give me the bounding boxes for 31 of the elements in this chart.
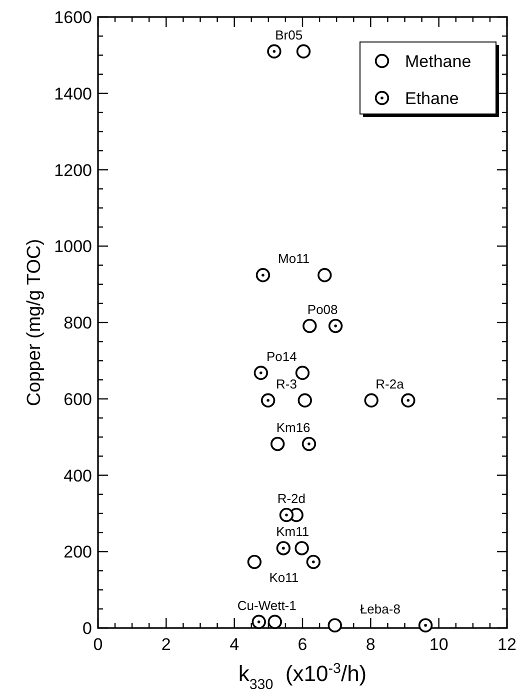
annotation: Po08: [307, 302, 338, 317]
y-tick-label: 0: [82, 619, 92, 638]
annotation: R-2d: [277, 490, 306, 506]
annotation: R-2a: [376, 376, 405, 392]
y-tick-label: 1200: [54, 160, 92, 180]
y-tick-label: 1600: [54, 8, 92, 27]
x-tick-label: 2: [161, 635, 171, 654]
x-tick-label: 12: [498, 635, 516, 654]
x-tick-label: 10: [429, 635, 448, 654]
x-tick-label: 6: [298, 635, 308, 654]
annotation: Km11: [276, 524, 310, 540]
annotation: Km16: [276, 420, 310, 435]
x-tick-label: 8: [366, 635, 376, 654]
annotation: R-3: [276, 376, 297, 392]
legend-label: Ethane: [405, 89, 459, 108]
y-tick-label: 1000: [54, 237, 92, 256]
x-tick-label: 4: [230, 635, 240, 654]
y-axis-title: Copper (mg/g TOC): [24, 238, 45, 406]
y-tick-label: 600: [64, 390, 92, 409]
annotation: Br05: [275, 27, 303, 42]
x-axis-title: k$_{330}$ (x10$^{-3}$/h): [238, 661, 367, 691]
annotation: Mo11: [278, 251, 310, 266]
y-tick-label: 1400: [54, 84, 92, 104]
annotation: Łeba-8: [360, 601, 400, 616]
y-tick-label: 400: [64, 466, 92, 486]
y-tick-label: 800: [64, 314, 92, 332]
y-tick-label: 200: [64, 542, 92, 562]
annotation: Ko11: [269, 570, 299, 585]
annotation: Cu-Wett-1: [237, 598, 296, 613]
legend-label: Methane: [405, 52, 472, 71]
annotation: Po14: [266, 348, 297, 364]
